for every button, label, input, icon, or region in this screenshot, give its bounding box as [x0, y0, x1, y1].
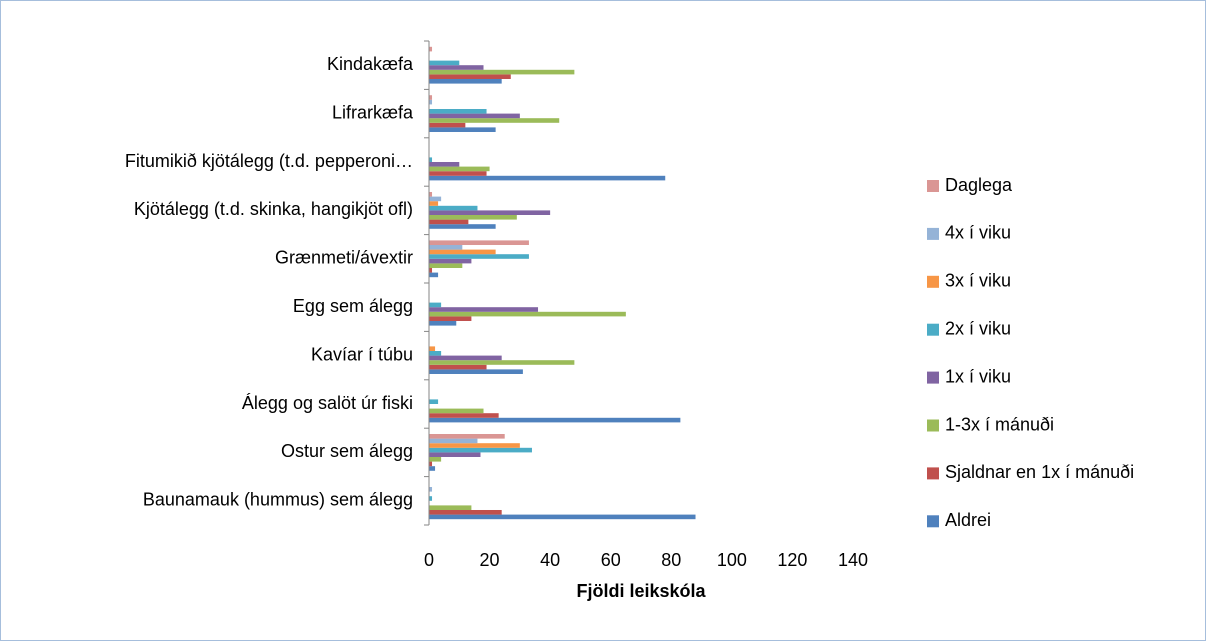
bar: [429, 201, 439, 206]
bar: [429, 157, 433, 162]
legend-swatch: [927, 515, 939, 528]
x-tick-label: 100: [717, 550, 747, 570]
y-tick-label: Lifrarkæfa: [332, 102, 414, 122]
bar: [429, 399, 439, 404]
legend-swatch: [927, 275, 939, 288]
bar: [429, 364, 487, 370]
bar: [429, 113, 520, 119]
bar: [429, 245, 463, 250]
bar: [429, 487, 433, 492]
bar: [429, 355, 502, 361]
bar: [429, 166, 490, 172]
bar: [429, 316, 472, 321]
y-tick-label: Kjötálegg (t.d. skinka, hangikjöt ofl): [134, 199, 413, 219]
x-tick-label: 80: [661, 550, 681, 570]
legend-swatch: [927, 371, 939, 384]
bar: [429, 351, 442, 356]
bar: [429, 509, 502, 515]
bar: [429, 99, 433, 105]
legend-swatch: [927, 323, 939, 336]
bar: [429, 438, 478, 444]
bar: [429, 205, 478, 211]
bar: [429, 162, 460, 167]
bar: [429, 249, 496, 255]
bar: [429, 360, 575, 365]
legend-swatch: [927, 180, 939, 192]
y-tick-label: Álegg og salöt úr fiski: [242, 393, 413, 413]
bar: [429, 443, 520, 448]
legend-swatch: [927, 467, 939, 480]
y-tick-label: Kindakæfa: [327, 54, 414, 74]
bar: [429, 505, 472, 510]
bar: [429, 224, 496, 229]
bar: [429, 46, 433, 52]
bar: [429, 196, 442, 202]
x-tick-label: 140: [838, 550, 868, 570]
bar: [429, 192, 433, 197]
bar: [429, 118, 560, 123]
x-tick-label: 20: [480, 550, 500, 570]
x-tick-label: 40: [540, 550, 560, 570]
bar: [429, 95, 433, 100]
bar: [429, 210, 551, 215]
bar: [429, 307, 539, 312]
y-tick-label: Grænmeti/ávextir: [275, 248, 413, 268]
bar: [429, 452, 481, 457]
legend-label: 1x í viku: [945, 366, 1011, 386]
y-tick-label: Fitumikið kjötálegg (t.d. pepperoni…: [125, 151, 413, 171]
legend-swatch: [927, 227, 939, 240]
bar: [429, 258, 472, 264]
bar: [429, 496, 433, 501]
legend-label: 2x í viku: [945, 318, 1011, 338]
bar: [429, 127, 496, 132]
x-tick-label: 0: [424, 550, 434, 570]
bar: [429, 417, 681, 423]
bar: [429, 272, 439, 278]
bar: [429, 175, 666, 181]
legend-label: 1-3x í mánuði: [945, 414, 1054, 434]
bar: [429, 74, 511, 79]
bar: [429, 254, 529, 259]
bar: [429, 60, 460, 66]
bar: [429, 78, 502, 84]
bar: [429, 466, 436, 471]
bar: [429, 434, 505, 439]
bar: [429, 240, 529, 246]
legend-label: 3x í viku: [945, 271, 1011, 291]
bar: [429, 65, 484, 70]
bar: [429, 461, 433, 467]
x-tick-label: 60: [601, 550, 621, 570]
x-tick-label: 120: [777, 550, 807, 570]
bar: [429, 122, 466, 128]
bar: [429, 267, 433, 273]
bar: [429, 219, 469, 225]
bar: [429, 456, 442, 462]
y-tick-label: Ostur sem álegg: [281, 441, 413, 461]
bar: [429, 408, 484, 414]
legend-swatch: [927, 419, 939, 432]
y-tick-label: Kavíar í túbu: [311, 344, 413, 364]
bar: [429, 514, 696, 520]
y-tick-label: Baunamauk (hummus) sem álegg: [143, 490, 413, 510]
legend-label: Aldrei: [945, 510, 991, 530]
bar: [429, 214, 517, 220]
legend-label: Sjaldnar en 1x í mánuði: [945, 462, 1134, 482]
bar: [429, 320, 457, 326]
bar: [429, 311, 626, 317]
legend-label: Daglega: [945, 175, 1013, 195]
bar: [429, 109, 487, 114]
bar: [429, 369, 523, 374]
bar: [429, 346, 436, 352]
bar: [429, 263, 463, 268]
bar: [429, 447, 532, 453]
bar: [429, 171, 487, 176]
legend-label: 4x í viku: [945, 223, 1011, 243]
bar: [429, 413, 499, 418]
bar: [429, 69, 575, 75]
y-tick-label: Egg sem álegg: [293, 296, 413, 316]
x-axis-title: Fjöldi leikskóla: [576, 581, 706, 601]
bar: [429, 302, 442, 308]
